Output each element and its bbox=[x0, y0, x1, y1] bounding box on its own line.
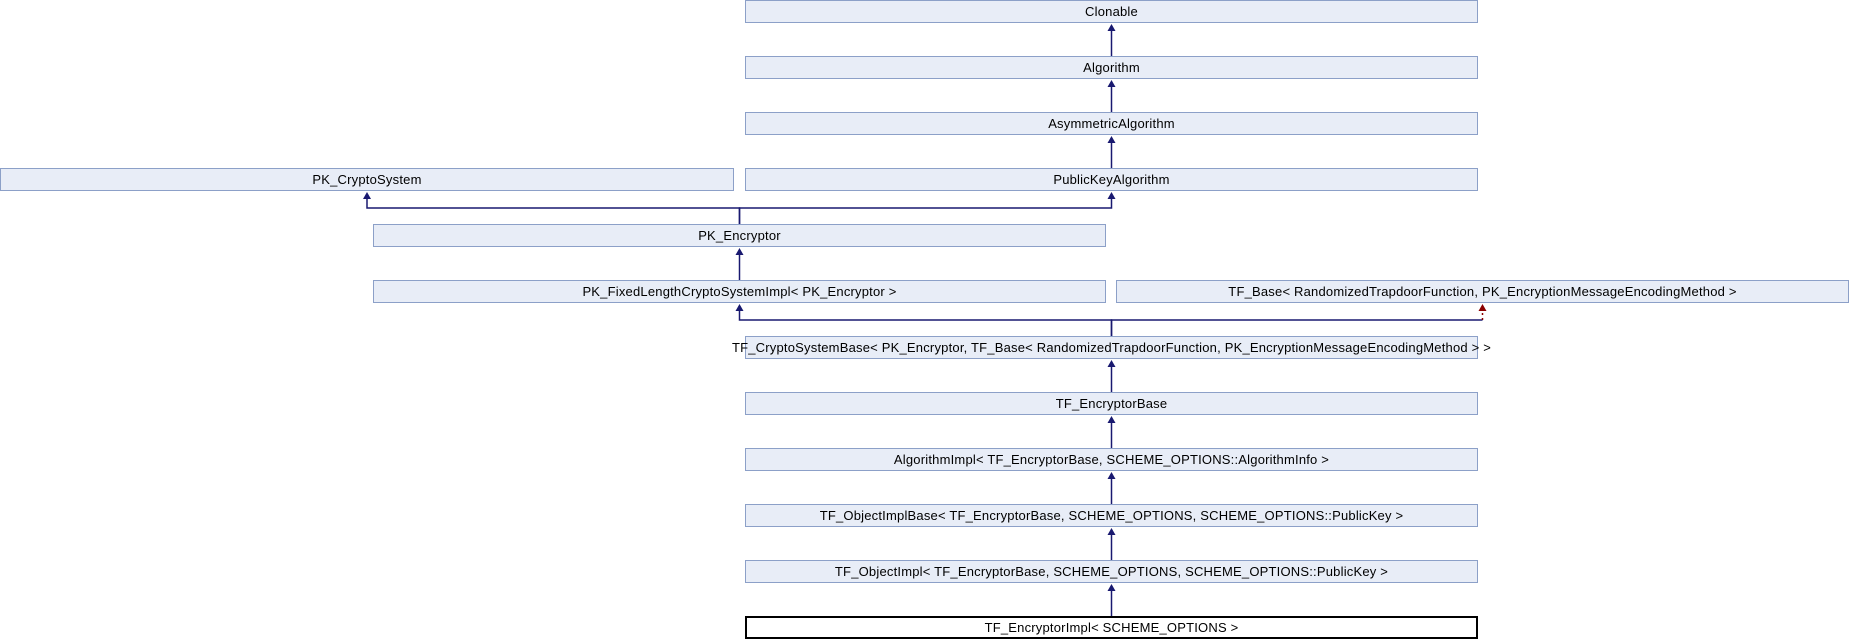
inheritance-edge-public bbox=[1107, 80, 1116, 112]
class-node-algorithmimpl[interactable]: AlgorithmImpl< TF_EncryptorBase, SCHEME_… bbox=[745, 448, 1478, 471]
class-node-label: TF_ObjectImplBase< TF_EncryptorBase, SCH… bbox=[819, 508, 1404, 523]
class-node-label: TF_CryptoSystemBase< PK_Encryptor, TF_Ba… bbox=[731, 340, 1492, 355]
class-node-label: Clonable bbox=[1085, 4, 1138, 19]
inheritance-edge-public bbox=[1107, 472, 1116, 504]
inheritance-edge-public bbox=[735, 304, 1113, 336]
class-node-tf-cryptosystembase[interactable]: TF_CryptoSystemBase< PK_Encryptor, TF_Ba… bbox=[732, 336, 1491, 359]
class-node-label: PK_CryptoSystem bbox=[312, 172, 422, 187]
class-node-label: TF_Base< RandomizedTrapdoorFunction, PK_… bbox=[1228, 284, 1737, 299]
class-node-pk-encryptor[interactable]: PK_Encryptor bbox=[373, 224, 1106, 247]
inheritance-edge-private bbox=[1110, 304, 1487, 336]
class-node-label: AlgorithmImpl< TF_EncryptorBase, SCHEME_… bbox=[893, 452, 1330, 467]
inheritance-edge-public bbox=[1107, 528, 1116, 560]
class-node-publickeyalgorithm[interactable]: PublicKeyAlgorithm bbox=[745, 168, 1478, 191]
inheritance-edge-public bbox=[363, 192, 741, 224]
class-node-label: PK_FixedLengthCryptoSystemImpl< PK_Encry… bbox=[582, 284, 897, 299]
inheritance-edge-public bbox=[735, 248, 744, 280]
class-node-label: TF_EncryptorImpl< SCHEME_OPTIONS > bbox=[984, 620, 1239, 635]
inheritance-edge-public bbox=[738, 192, 1116, 224]
class-node-asymmetricalgorithm[interactable]: AsymmetricAlgorithm bbox=[745, 112, 1478, 135]
inheritance-edge-public bbox=[1107, 24, 1116, 56]
class-node-pk-cryptosystem[interactable]: PK_CryptoSystem bbox=[0, 168, 734, 191]
class-node-label: TF_ObjectImpl< TF_EncryptorBase, SCHEME_… bbox=[834, 564, 1389, 579]
inheritance-edge-public bbox=[1107, 360, 1116, 392]
class-node-label: TF_EncryptorBase bbox=[1055, 396, 1168, 411]
class-node-algorithm[interactable]: Algorithm bbox=[745, 56, 1478, 79]
class-node-label: PK_Encryptor bbox=[698, 228, 781, 243]
inheritance-edge-public bbox=[1107, 584, 1116, 616]
inheritance-edge-public bbox=[1107, 136, 1116, 168]
class-node-clonable[interactable]: Clonable bbox=[745, 0, 1478, 23]
class-node-tf-objectimplbase[interactable]: TF_ObjectImplBase< TF_EncryptorBase, SCH… bbox=[745, 504, 1478, 527]
inheritance-edge-public bbox=[1107, 416, 1116, 448]
class-node-label: AsymmetricAlgorithm bbox=[1048, 116, 1175, 131]
class-node-tf-encryptorbase[interactable]: TF_EncryptorBase bbox=[745, 392, 1478, 415]
class-node-tf-base[interactable]: TF_Base< RandomizedTrapdoorFunction, PK_… bbox=[1116, 280, 1849, 303]
class-node-pk-fixedlength[interactable]: PK_FixedLengthCryptoSystemImpl< PK_Encry… bbox=[373, 280, 1106, 303]
class-node-label: PublicKeyAlgorithm bbox=[1053, 172, 1170, 187]
class-node-tf-objectimpl[interactable]: TF_ObjectImpl< TF_EncryptorBase, SCHEME_… bbox=[745, 560, 1478, 583]
class-node-tf-encryptorimpl[interactable]: TF_EncryptorImpl< SCHEME_OPTIONS > bbox=[745, 616, 1478, 639]
class-node-label: Algorithm bbox=[1083, 60, 1140, 75]
